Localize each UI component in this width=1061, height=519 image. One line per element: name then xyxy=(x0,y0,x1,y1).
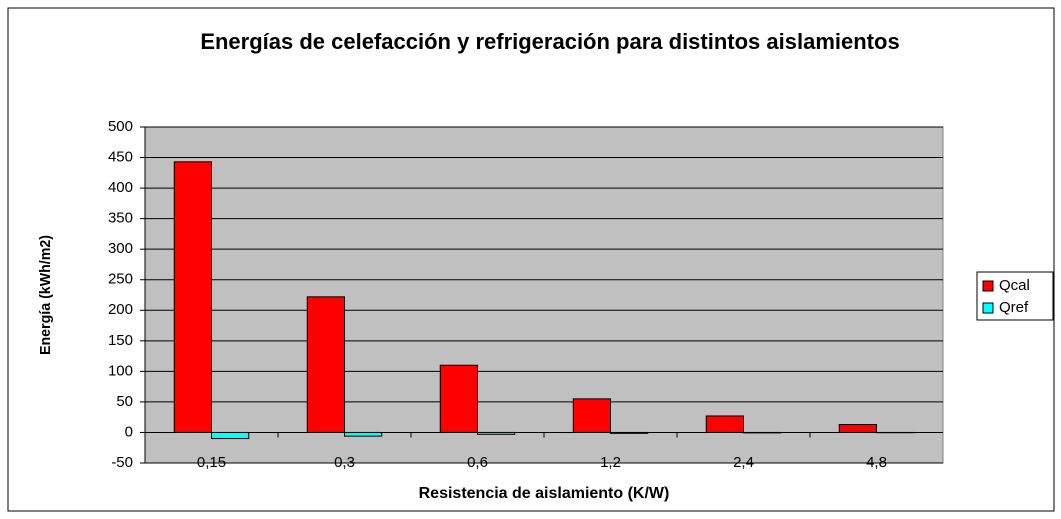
plot-area xyxy=(144,126,944,464)
bar xyxy=(572,398,612,433)
bar xyxy=(173,161,212,433)
y-tick-label: 350 xyxy=(108,210,133,227)
chart-title: Energías de celefacción y refrigeración … xyxy=(200,29,900,54)
bar xyxy=(439,364,479,433)
legend-label: Qref xyxy=(999,299,1029,316)
y-tick-label: 0 xyxy=(125,423,133,440)
bar xyxy=(344,431,383,437)
legend: Qcal Qref xyxy=(976,271,1054,321)
x-tick-label: 0,6 xyxy=(467,454,488,471)
x-tick-label: 4,8 xyxy=(866,454,887,471)
y-tick-label: 300 xyxy=(108,240,133,257)
x-tick-label: 1,2 xyxy=(600,454,621,471)
legend-label: Qcal xyxy=(999,277,1030,294)
bar xyxy=(306,296,346,433)
y-tick-label: 250 xyxy=(108,271,133,288)
y-tick-label: 400 xyxy=(108,179,133,196)
y-tick-label: 100 xyxy=(108,362,133,379)
y-tick-label: 50 xyxy=(116,393,133,410)
y-tick-label: 200 xyxy=(108,301,133,318)
y-tick-label: -50 xyxy=(111,454,133,471)
bar xyxy=(838,424,878,433)
x-tick-label: 0,15 xyxy=(197,454,226,471)
x-tick-label: 0,3 xyxy=(334,454,355,471)
bar xyxy=(211,431,250,440)
bar xyxy=(705,415,745,433)
bar xyxy=(477,431,516,435)
x-axis-title: Resistencia de aislamiento (K/W) xyxy=(419,485,670,502)
legend-swatch xyxy=(982,302,994,314)
x-tick-label: 2,4 xyxy=(733,454,754,471)
legend-swatch xyxy=(982,280,994,292)
y-tick-label: 150 xyxy=(108,332,133,349)
bar xyxy=(610,431,649,434)
y-tick-label: 450 xyxy=(108,149,133,166)
y-axis-title: Energía (kWh/m2) xyxy=(37,235,54,355)
y-tick-label: 500 xyxy=(108,118,133,135)
